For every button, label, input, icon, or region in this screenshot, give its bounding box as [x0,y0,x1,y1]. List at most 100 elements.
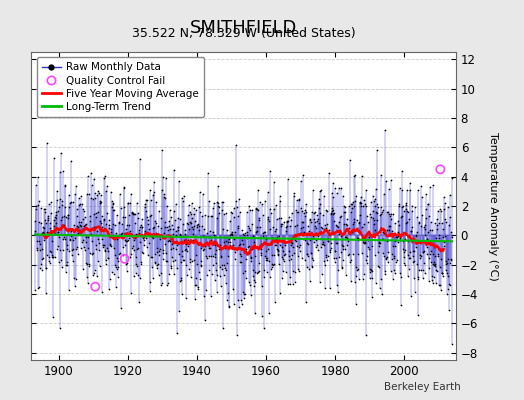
Point [312,218,321,224]
Point [428,227,436,234]
Point [270,206,278,212]
Point [381,271,390,278]
Point [266,274,274,280]
Point [330,258,339,265]
Point [378,236,387,242]
Point [293,208,302,215]
Point [155,208,163,214]
Point [78,239,86,245]
Point [199,232,208,239]
Point [437,286,445,293]
Point [373,216,381,223]
Point [75,227,83,233]
Point [119,234,127,241]
Point [446,214,455,220]
Point [319,238,328,245]
Point [277,222,285,229]
Point [280,257,289,264]
Point [292,207,300,214]
Point [345,259,354,265]
Point [397,274,405,280]
Point [230,301,238,308]
Point [137,260,146,267]
Point [339,242,347,249]
Point [240,291,248,297]
Point [391,220,399,226]
Point [187,274,195,280]
Point [289,244,298,250]
Point [436,208,445,214]
Point [411,232,420,238]
Point [164,280,172,286]
Point [272,242,280,248]
Point [208,213,216,220]
Point [410,275,418,281]
Point [301,213,309,220]
Point [267,209,275,216]
Point [212,260,220,266]
Point [183,219,191,226]
Point [118,214,127,220]
Point [266,168,275,174]
Point [368,275,376,281]
Point [221,242,229,248]
Point [320,242,329,248]
Point [252,229,260,235]
Point [250,239,258,245]
Point [201,240,209,246]
Point [180,238,188,244]
Point [103,248,112,254]
Point [294,252,302,259]
Point [213,214,222,221]
Point [362,187,370,194]
Point [377,172,385,178]
Point [259,233,267,240]
Point [167,246,176,252]
Point [290,250,299,257]
Point [138,224,146,230]
Point [444,280,453,287]
Point [353,251,362,258]
Point [58,198,67,204]
Point [271,226,280,232]
Point [117,205,125,211]
Point [112,230,121,236]
Point [70,222,78,228]
Point [347,205,356,212]
Point [341,209,350,216]
Point [121,236,129,243]
Point [100,174,108,181]
Point [111,233,119,239]
Point [161,240,170,247]
Point [286,281,294,287]
Point [379,191,388,197]
Point [425,251,434,257]
Point [283,223,291,229]
Point [368,268,376,274]
Point [237,252,245,259]
Point [445,222,453,228]
Point [410,258,419,264]
Point [62,214,70,221]
Point [232,197,240,204]
Point [287,242,295,248]
Point [349,221,357,227]
Point [436,256,445,262]
Point [235,240,244,247]
Point [376,285,385,292]
Point [292,222,301,228]
Point [244,223,252,230]
Point [435,282,443,288]
Point [114,220,123,227]
Point [183,212,192,218]
Point [105,216,114,223]
Point [38,229,47,235]
Point [51,220,60,226]
Point [210,232,218,239]
Point [300,257,309,264]
Point [226,239,234,246]
Point [78,226,86,233]
Point [407,228,415,234]
Point [257,250,266,256]
Point [303,241,312,248]
